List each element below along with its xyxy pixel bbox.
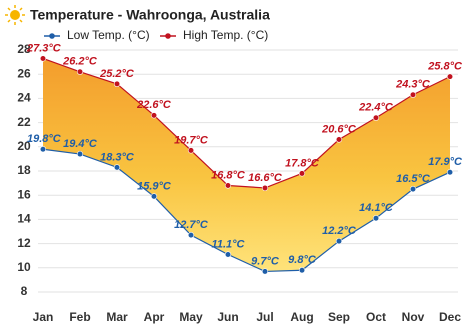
data-point (113, 80, 121, 87)
data-point (261, 184, 269, 192)
data-point (372, 114, 380, 121)
value-label: 12.7°C (174, 219, 209, 231)
series-line (42, 148, 451, 273)
data-point (335, 238, 343, 245)
y-tick-label: 22 (17, 115, 31, 129)
data-point (298, 267, 306, 274)
data-point (76, 68, 84, 75)
data-point (187, 232, 195, 239)
data-point (187, 147, 195, 154)
y-tick-label: 26 (17, 66, 31, 80)
value-label: 20.6°C (321, 123, 357, 135)
value-label: 16.6°C (248, 172, 283, 184)
data-point (409, 91, 417, 98)
x-tick-label: Aug (290, 310, 313, 324)
x-tick-label: Feb (69, 310, 90, 324)
value-label: 25.2°C (99, 68, 135, 80)
value-label: 9.7°C (251, 255, 280, 267)
x-tick-label: Mar (106, 310, 128, 324)
y-tick-label: 10 (17, 260, 31, 274)
data-point (335, 136, 343, 143)
x-tick-label: Oct (366, 310, 386, 324)
data-point (261, 268, 269, 275)
y-tick-label: 8 (21, 284, 28, 298)
value-label: 9.8°C (288, 254, 317, 266)
y-tick-label: 24 (17, 91, 31, 105)
y-tick-label: 16 (17, 187, 31, 201)
data-point (224, 182, 232, 189)
range-fill (43, 58, 450, 272)
x-tick-label: Dec (439, 310, 461, 324)
series-line (42, 57, 451, 189)
data-point (224, 251, 232, 258)
data-point (150, 193, 158, 200)
value-label: 19.4°C (63, 138, 98, 150)
x-tick-label: Jul (256, 310, 273, 324)
value-label: 11.1°C (212, 238, 246, 250)
data-point (39, 146, 47, 153)
legend-label: High Temp. (°C) (183, 28, 268, 42)
x-tick-label: Jun (217, 310, 238, 324)
y-tick-label: 28 (17, 42, 31, 56)
data-point (372, 215, 380, 222)
data-point (446, 73, 454, 80)
legend-marker (165, 33, 171, 39)
data-point (113, 164, 121, 171)
y-tick-label: 14 (17, 212, 31, 226)
data-point (298, 170, 306, 177)
data-point (446, 169, 454, 176)
value-label: 14.1°C (359, 202, 394, 214)
data-point (150, 112, 158, 119)
x-tick-label: May (179, 310, 203, 324)
x-tick-label: Nov (402, 310, 425, 324)
x-tick-label: Sep (328, 310, 350, 324)
value-label: 12.2°C (322, 225, 357, 237)
x-tick-label: Jan (33, 310, 54, 324)
value-label: 17.9°C (428, 156, 463, 168)
data-point (39, 55, 47, 62)
legend-label: Low Temp. (°C) (67, 28, 150, 42)
value-label: 25.8°C (427, 61, 463, 73)
value-label: 16.5°C (396, 173, 431, 185)
y-tick-label: 12 (17, 236, 31, 250)
value-label: 24.3°C (395, 79, 431, 91)
legend-marker (49, 33, 55, 39)
x-tick-label: Apr (144, 310, 165, 324)
chart-title: Temperature - Wahroonga, Australia (30, 7, 270, 23)
y-tick-label: 20 (17, 139, 31, 153)
data-point (76, 150, 84, 158)
value-label: 16.8°C (211, 169, 246, 181)
value-label: 19.8°C (27, 133, 62, 145)
data-point (409, 186, 417, 193)
value-label: 22.4°C (358, 102, 394, 114)
y-tick-label: 18 (17, 163, 31, 177)
value-label: 26.2°C (62, 56, 98, 68)
sun-icon (5, 5, 25, 25)
value-label: 27.3°C (26, 42, 62, 54)
value-label: 22.6°C (136, 99, 172, 111)
value-label: 17.8°C (285, 157, 320, 169)
value-label: 15.9°C (137, 180, 172, 192)
value-label: 19.7°C (174, 134, 209, 146)
value-label: 18.3°C (100, 151, 135, 163)
